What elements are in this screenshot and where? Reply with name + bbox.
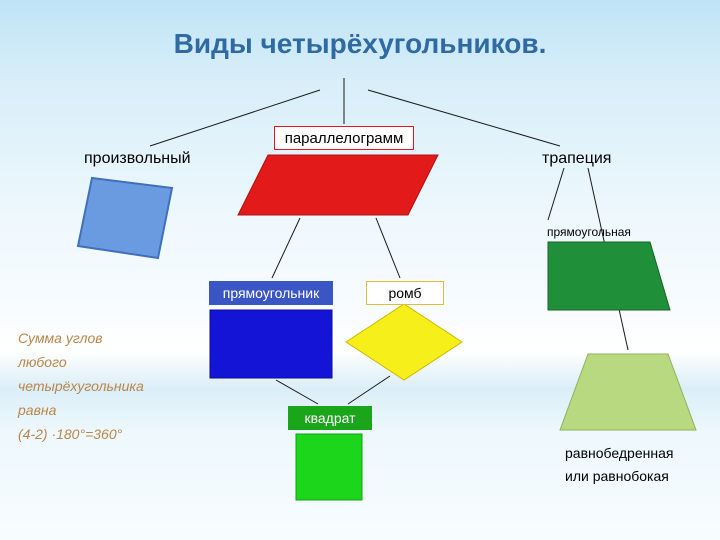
box-square: квадрат <box>288 406 372 430</box>
label-isosceles-1: равнобедренная <box>565 445 673 461</box>
sidenote-line-2: любого <box>18 354 67 370</box>
label-right-trapezoid: прямоугольная <box>547 225 631 239</box>
label-trapezoid: трапеция <box>542 150 611 168</box>
label-isosceles-2: или равнобокая <box>565 468 669 484</box>
box-parallelogram: параллелограмм <box>274 126 414 150</box>
diagram-title: Виды четырёхугольников. <box>0 28 720 60</box>
box-rectangle: прямоугольник <box>209 281 333 305</box>
sidenote-line-4: равна <box>18 402 56 418</box>
diagram-stage: Виды четырёхугольников. произвольный тра… <box>0 0 720 540</box>
sidenote-line-5: (4-2) ·180°=360° <box>18 426 122 442</box>
sidenote-line-3: четырёхугольника <box>18 378 144 394</box>
sidenote-line-1: Сумма углов <box>18 330 103 346</box>
box-rhombus: ромб <box>366 281 444 305</box>
label-arbitrary: произвольный <box>84 150 191 168</box>
